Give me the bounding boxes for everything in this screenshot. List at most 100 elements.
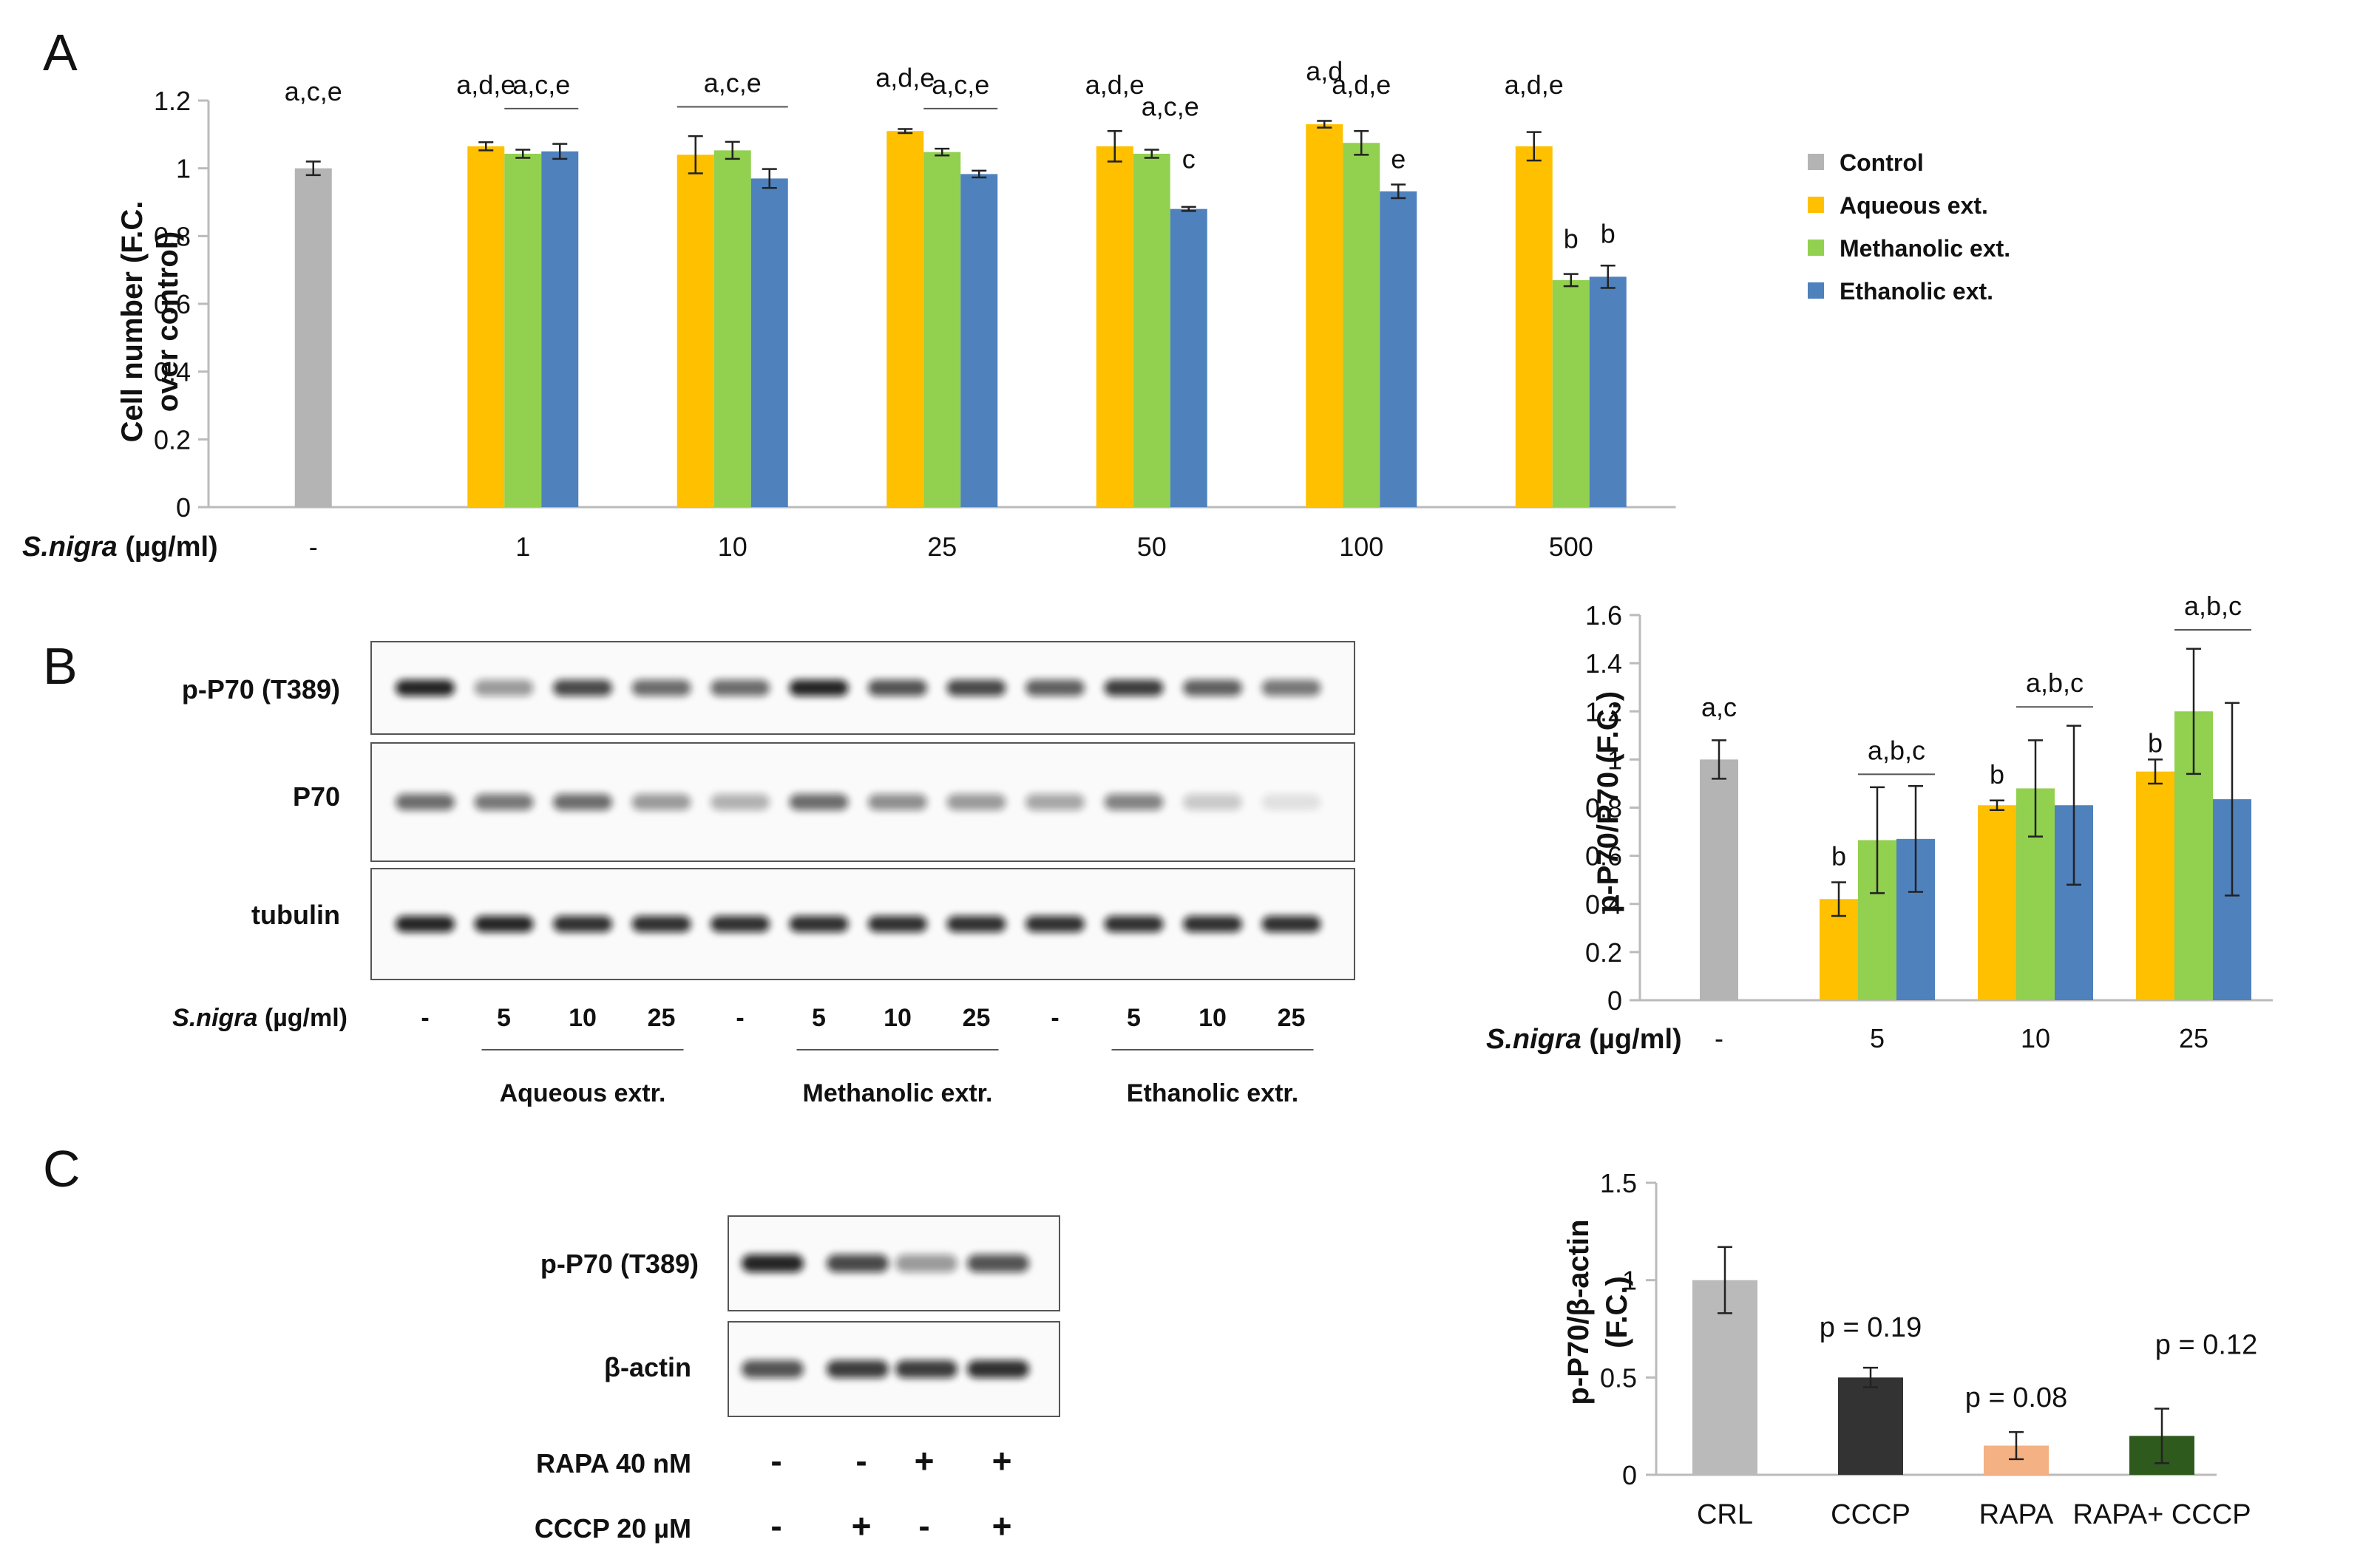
chart-b-ytick-label: 0.6 xyxy=(1585,841,1622,872)
chart-a-category-label: 25 xyxy=(927,532,957,562)
blot-c-row-label-rapa: RAPA 40 nM xyxy=(536,1448,691,1479)
blot-b-band xyxy=(1261,679,1321,696)
chart-a-ytick-label: 0.4 xyxy=(154,357,191,387)
chart-c-bar-cccp xyxy=(1838,1377,1903,1475)
chart-a-bar-aqueous xyxy=(467,146,505,507)
blot-b-band xyxy=(1025,794,1085,810)
blot-b: p-P70 (T389) P70 tubulin S.nigra (µg/ml)… xyxy=(172,641,1355,1107)
chart-a-ytick-label: 0.6 xyxy=(154,289,191,319)
chart-a-ytick-label: 0.8 xyxy=(154,221,191,251)
legend-label-aqueous: Aqueous ext. xyxy=(1840,192,1988,219)
chart-b-ytick-label: 0 xyxy=(1607,985,1622,1016)
chart-a-significance-label: a,d,e xyxy=(1505,69,1564,100)
blot-b-lane-unit: (µg/ml) xyxy=(257,1004,347,1032)
chart-a-bar-methanolic xyxy=(504,153,542,508)
blot-c-band xyxy=(895,1360,957,1378)
blot-b-band xyxy=(631,916,691,932)
chart-b-ytick-label: 1.4 xyxy=(1585,648,1622,679)
blot-b-lane-label: 25 xyxy=(963,1004,991,1032)
legend-swatch-aqueous xyxy=(1808,197,1824,213)
blot-b-band xyxy=(711,679,770,696)
chart-a-ytick-label: 0.2 xyxy=(154,424,191,455)
blot-b-lane-label: 10 xyxy=(884,1004,912,1032)
chart-b-significance-label: a,c xyxy=(1701,692,1737,722)
chart-a-significance-label: a,d xyxy=(1306,56,1343,86)
chart-a-bar-ethanolic xyxy=(541,151,579,507)
chart-a-ytick-label: 1.2 xyxy=(154,86,191,116)
chart-a-significance-label: a,c,e xyxy=(512,69,570,100)
blot-b-band xyxy=(868,794,927,810)
blot-c-band xyxy=(895,1255,957,1272)
blot-c-mark: + xyxy=(992,1507,1012,1545)
blot-b-band xyxy=(946,916,1006,932)
blot-b-band xyxy=(789,794,849,810)
blot-c-mark: + xyxy=(852,1507,872,1545)
chart-a-bar-aqueous xyxy=(1096,146,1133,507)
chart-b-category-label: 5 xyxy=(1870,1023,1885,1053)
chart-a-bar-ethanolic xyxy=(750,178,788,507)
blot-c-band xyxy=(967,1360,1029,1378)
panel-letter-c: C xyxy=(43,1140,81,1198)
legend-label-control: Control xyxy=(1840,149,1924,176)
chart-b-ytick-label: 0.8 xyxy=(1585,793,1622,824)
blot-b-lane-label: 25 xyxy=(1278,1004,1306,1032)
chart-c-ytick-label: 1.5 xyxy=(1600,1168,1637,1198)
chart-b-significance-label: b xyxy=(1831,841,1846,872)
chart-b-category-label: - xyxy=(1715,1023,1723,1053)
blot-b-lane-label: - xyxy=(421,1004,429,1032)
blot-b-label-p70: P70 xyxy=(293,781,340,812)
chart-b-ytick-label: 0.2 xyxy=(1585,937,1622,968)
legend-swatch-ethanolic xyxy=(1808,282,1824,299)
chart-b-ytick-label: 1 xyxy=(1607,744,1622,775)
chart-a-bar-methanolic xyxy=(1552,279,1590,507)
chart-a-significance-label: a,d,e xyxy=(456,69,515,100)
blot-b-lane-label: 5 xyxy=(812,1004,826,1032)
chart-a-significance-label: e xyxy=(1391,144,1406,174)
blot-b-group-label: Methanolic extr. xyxy=(803,1079,993,1107)
blot-b-band xyxy=(631,794,691,810)
blot-b-band xyxy=(1183,679,1242,696)
chart-c-pvalue-label: p = 0.08 xyxy=(1965,1382,2067,1413)
blot-b-band xyxy=(553,794,612,810)
chart-a-bar-ethanolic xyxy=(1380,191,1417,507)
chart-b-significance-label: a,b,c xyxy=(1868,735,1925,765)
blot-b-band xyxy=(1261,794,1321,810)
chart-c-ytick-label: 1 xyxy=(1622,1266,1637,1296)
chart-a-significance-label: a,c,e xyxy=(285,76,342,106)
blot-b-band xyxy=(789,679,849,696)
chart-b-ytick-label: 1.2 xyxy=(1585,696,1622,727)
chart-a-bar-ethanolic xyxy=(1589,276,1627,507)
chart-c-ytick-label: 0 xyxy=(1622,1460,1637,1490)
blot-b-lane-label: 5 xyxy=(497,1004,511,1032)
blot-c-band xyxy=(967,1255,1029,1272)
chart-a-bar-methanolic xyxy=(713,150,751,507)
chart-b-category-label: 10 xyxy=(2021,1023,2050,1053)
chart-a-bar-methanolic xyxy=(923,152,961,507)
chart-b: p-P70/P70 (F.C.) S.nigra (µg/ml) 0 0.2 0.4… xyxy=(1486,591,2273,1055)
chart-a-significance-label: a,c,e xyxy=(1142,92,1199,122)
chart-a-bar-aqueous xyxy=(886,131,924,507)
blot-b-band xyxy=(396,679,455,696)
chart-b-ylabel: p-P70/P70 (F.C.) xyxy=(1592,691,1624,913)
blot-b-lane-label: 10 xyxy=(569,1004,597,1032)
panel-letter-b: B xyxy=(43,637,78,695)
chart-c: p-P70/β-actin (F.C.) 0 0.5 1 1.5 CRL CCCP p = … xyxy=(1562,1168,2257,1530)
chart-a-ytick-label: 1 xyxy=(176,154,191,184)
blot-b-lane-axis-label: S.nigra (µg/ml) xyxy=(172,1004,347,1032)
chart-a-category-label: - xyxy=(309,532,318,562)
legend-label-methanolic: Methanolic ext. xyxy=(1840,235,2010,262)
chart-a-bar-aqueous xyxy=(677,155,714,508)
blot-b-band xyxy=(1104,916,1164,932)
chart-a-bar-methanolic xyxy=(1133,153,1170,508)
blot-b-band xyxy=(474,794,534,810)
chart-a-legend: Control Aqueous ext. Methanolic ext. Eth… xyxy=(1808,149,2010,305)
chart-b-significance-label: b xyxy=(2148,728,2163,758)
chart-c-category-label: RAPA xyxy=(1979,1499,2054,1530)
chart-c-ylabel-line1: p-P70/β-actin xyxy=(1562,1219,1595,1405)
chart-b-xlabel: S.nigra (µg/ml) xyxy=(1486,1024,1682,1055)
chart-c-category-label: RAPA+ CCCP xyxy=(2072,1499,2251,1530)
chart-a-category-label: 10 xyxy=(718,532,747,562)
chart-c-pvalue-label: p = 0.19 xyxy=(1820,1312,1922,1343)
blot-c-label-actin: β-actin xyxy=(604,1352,691,1382)
